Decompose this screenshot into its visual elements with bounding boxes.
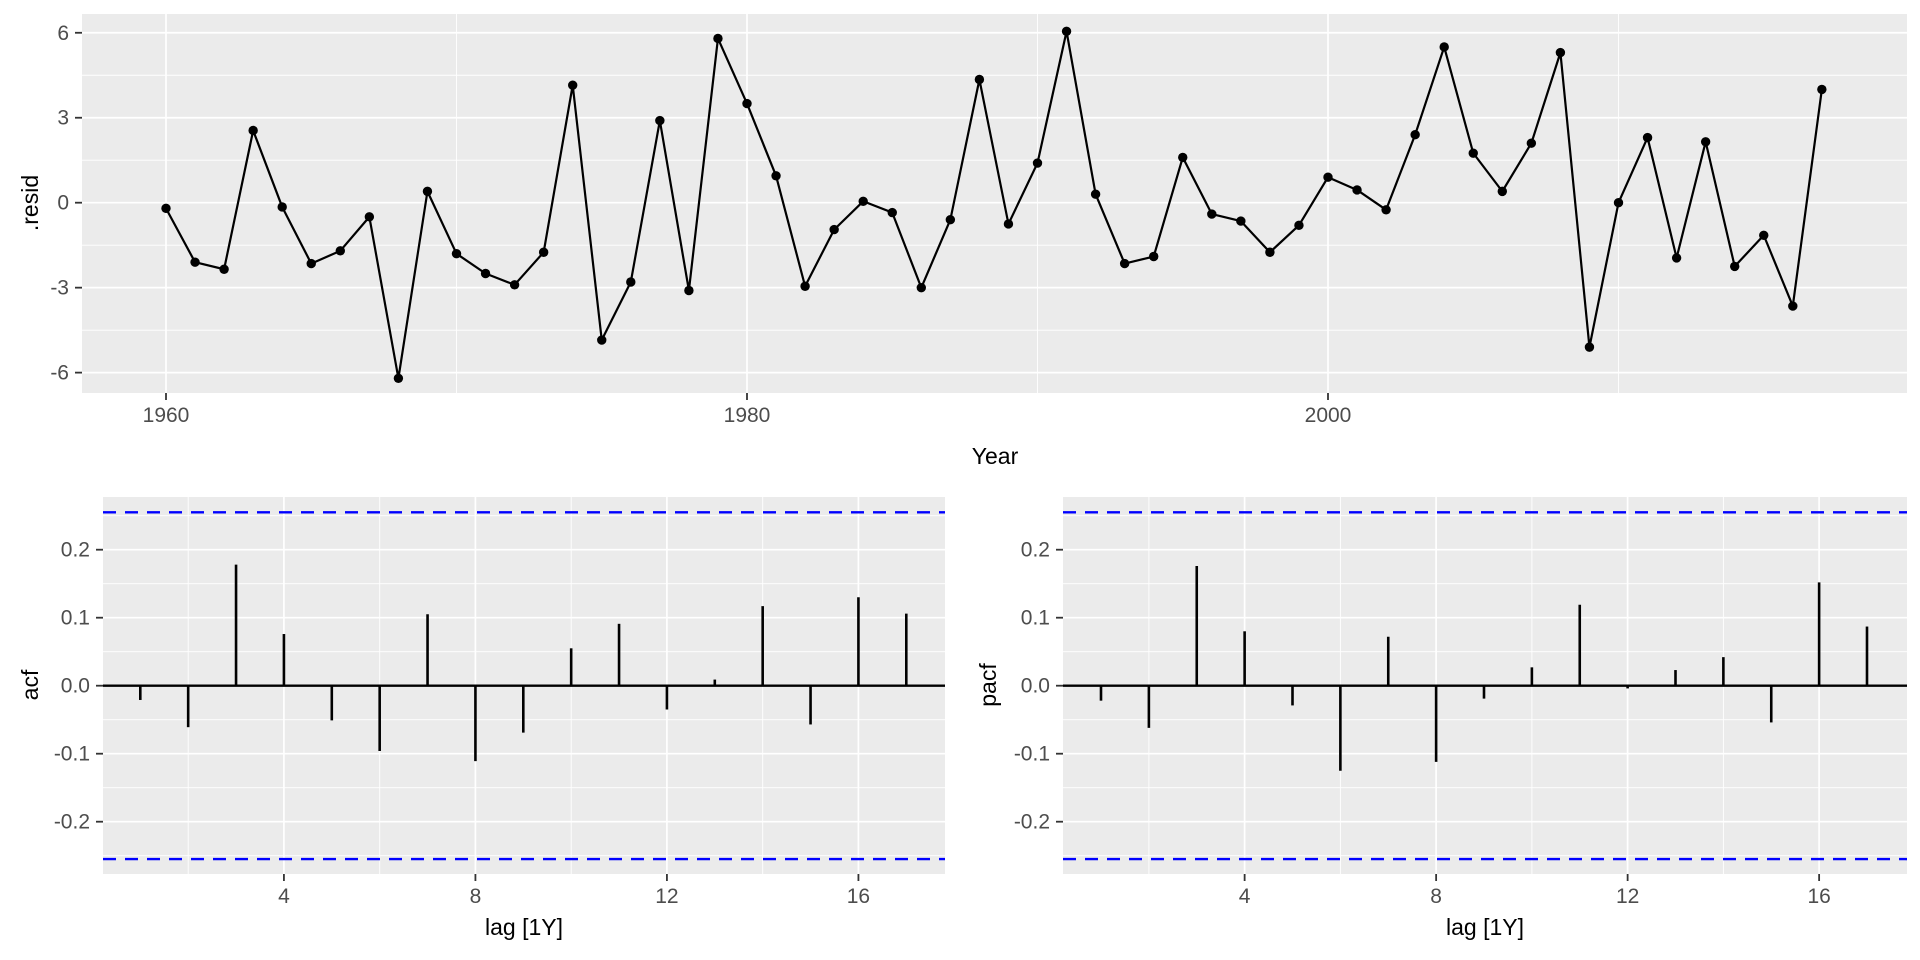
residual-data-point [1323,172,1333,182]
residual-data-point [916,282,926,293]
residual-data-point [974,74,985,85]
acf-x-axis-title: lag [1Y] [485,914,563,940]
residual-data-point [335,246,345,256]
pacf-plot-y-tick-label: 0.2 [1021,539,1050,562]
residual-data-point [1352,185,1362,195]
residual-plot-y-tick-label: 3 [57,107,69,130]
residual-data-point [1439,42,1449,52]
acf-plot-x-tick-label: 12 [655,885,678,908]
acf-plot-y-tick-label: -0.2 [54,811,90,834]
residual-plot-x-tick-label: 1980 [724,404,771,427]
residual-data-point [1642,132,1653,143]
residual-data-point [1613,198,1624,208]
residual-data-point [713,33,723,44]
residual-data-point [1788,301,1798,311]
pacf-plot-x-tick-label: 16 [1807,885,1830,908]
residual-series-line [165,30,1823,380]
residual-data-point [800,281,810,291]
residual-data-point [1410,130,1420,140]
acf-plot-x-tick-label: 8 [470,885,482,908]
pacf-plot-y-tick-label: 0.1 [1021,607,1050,630]
residual-plot-x-tick-label: 1960 [143,404,190,427]
residual-data-point [945,214,956,225]
resid-y-axis-title: .resid [17,174,43,232]
residual-data-point [248,125,258,136]
residual-data-point [1759,230,1769,240]
residual-data-point [742,98,752,109]
pacf-plot-y-tick-label: 0.0 [1021,675,1050,698]
residual-data-point [1090,189,1101,199]
residual-data-point [1178,152,1188,163]
acf-y-axis-title: acf [17,669,43,701]
acf-plot-y-tick-label: -0.1 [54,743,90,766]
residual-data-point [1265,247,1275,257]
residual-data-point [451,248,462,259]
acf-plot-y-tick-label: 0.0 [61,675,90,698]
residual-data-point [1817,84,1827,95]
acf-plot-y-tick-label: 0.2 [61,539,90,562]
residual-data-point [1497,186,1508,197]
residual-data-point [161,203,171,214]
residual-data-point [771,171,781,181]
residual-data-point [1207,209,1217,219]
pacf-x-axis-title: lag [1Y] [1446,914,1524,940]
residual-data-point [1468,148,1478,158]
residual-data-point [1149,251,1159,262]
residual-data-point [1700,137,1711,147]
residual-data-point [1236,216,1246,226]
residual-plot-y-tick-label: 0 [57,192,69,215]
residual-data-point [684,285,694,296]
residual-data-point [1555,47,1566,58]
residual-data-point [277,202,287,212]
residual-data-point [1730,261,1740,272]
residual-data-point [655,115,665,126]
residual-data-point [480,268,491,279]
residual-data-point [568,80,578,90]
resid-x-axis-title: Year [971,443,1019,469]
residual-data-point [1061,26,1072,37]
residual-data-point [1003,219,1014,229]
residual-data-point [393,373,404,383]
pacf-plot-x-tick-label: 4 [1239,885,1251,908]
residual-plot-y-tick-label: 6 [57,22,69,45]
residual-plot-x-tick-label: 2000 [1305,404,1352,427]
residual-data-point [597,335,607,345]
pacf-plot-y-tick-label: -0.2 [1014,811,1050,834]
residual-data-point [538,247,549,257]
residual-plot-y-tick-label: -6 [50,362,69,385]
acf-plot-y-tick-label: 0.1 [61,607,90,630]
residual-data-point [626,277,636,287]
residual-data-point [1526,138,1537,148]
residual-data-point [190,257,200,267]
residual-data-point [509,280,520,290]
residual-data-point [887,207,897,218]
residual-data-point [306,258,316,269]
residual-plot-y-tick-label: -3 [50,277,69,300]
residual-data-point [422,186,433,197]
acf-plot-x-tick-label: 16 [847,885,870,908]
residual-data-point [1032,158,1043,168]
pacf-plot-y-tick-label: -0.1 [1014,743,1050,766]
residual-data-point [219,264,229,274]
residual-data-point [1119,258,1130,269]
pacf-y-axis-title: pacf [975,663,1001,707]
residual-data-point [829,224,839,235]
residual-data-point [1671,253,1682,263]
residual-data-point [364,212,375,222]
pacf-plot-x-tick-label: 8 [1430,885,1442,908]
residual-data-point [1294,220,1304,231]
residual-data-point [1381,205,1391,215]
acf-plot-x-tick-label: 4 [278,885,290,908]
pacf-plot-x-tick-label: 12 [1616,885,1639,908]
residual-data-point [1584,342,1595,352]
residual-data-point [858,196,868,206]
